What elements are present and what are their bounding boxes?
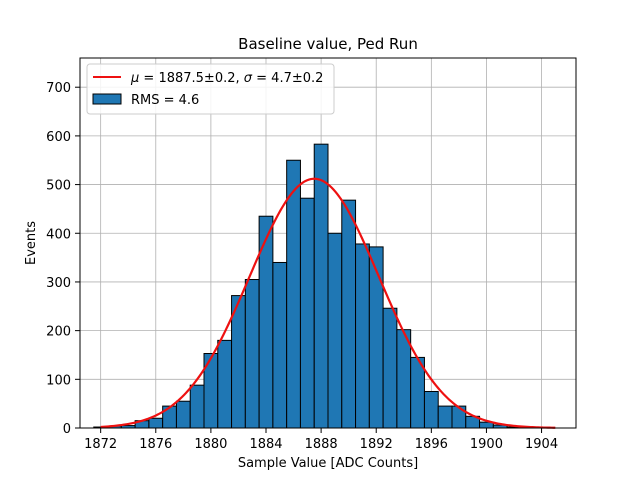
histogram-bar (327, 232, 343, 429)
legend-hist-swatch (92, 93, 122, 105)
y-tick-label: 200 (46, 325, 71, 340)
x-tick-label: 1892 (360, 437, 393, 452)
histogram-bar (341, 199, 357, 429)
legend-fit-label: μ = 1887.5±0.2, σ = 4.7±0.2 (130, 71, 323, 86)
legend: μ = 1887.5±0.2, σ = 4.7±0.2 RMS = 4.6 (86, 63, 335, 115)
y-tick-label: 700 (46, 81, 71, 96)
y-tick-label: 100 (46, 373, 71, 388)
histogram-bar (272, 261, 288, 429)
y-tick-label: 300 (46, 276, 71, 291)
legend-sigma-value: = 4.7±0.2 (252, 71, 323, 86)
legend-hist-label: RMS = 4.6 (131, 93, 199, 108)
histogram-bar (355, 243, 370, 429)
y-axis-label: Events (24, 221, 39, 265)
gaussian-fit-line (100, 177, 556, 429)
x-tick-label: 1888 (305, 437, 338, 452)
histogram-bar (368, 246, 384, 429)
x-tick-label: 1884 (249, 437, 282, 452)
x-tick-label: 1872 (84, 437, 117, 452)
histogram-bar (396, 329, 412, 429)
x-tick-label: 1876 (139, 437, 172, 452)
y-tick-label: 400 (46, 227, 71, 242)
plot-frame (79, 57, 577, 429)
x-axis-label: Sample Value [ADC Counts] (238, 456, 418, 471)
histogram-bar (286, 159, 301, 429)
x-tick-label: 1896 (415, 437, 448, 452)
x-tick-label: 1880 (194, 437, 227, 452)
x-tick-label: 1904 (525, 437, 558, 452)
legend-sigma-symbol: σ (244, 71, 253, 86)
histogram-bar (217, 339, 233, 429)
histogram-bar (148, 417, 164, 429)
x-tick-label: 1900 (470, 437, 503, 452)
histogram-bar (175, 400, 191, 429)
histogram-bar (382, 307, 398, 429)
y-tick-label: 500 (46, 179, 71, 194)
chart-title: Baseline value, Ped Run (238, 35, 418, 53)
legend-mu-value: = 1887.5±0.2, (139, 71, 243, 86)
histogram-bar (189, 384, 205, 429)
histogram-bar (299, 197, 315, 429)
histogram-bar (244, 279, 260, 429)
y-tick-label: 600 (46, 130, 71, 145)
y-axis: 0 100 200 300 400 500 600 700 (46, 81, 80, 437)
legend-mu-symbol: μ (130, 71, 139, 86)
histogram-bar (437, 405, 453, 429)
histogram-bar (313, 143, 329, 429)
legend-box (86, 63, 335, 115)
histogram-bars (93, 143, 522, 429)
histogram-bar (423, 390, 439, 429)
x-axis: 1872 1876 1880 1884 1888 1892 1896 1900 1904 (84, 428, 558, 452)
y-tick-label: 0 (63, 422, 71, 437)
fit-curve (100, 177, 556, 429)
